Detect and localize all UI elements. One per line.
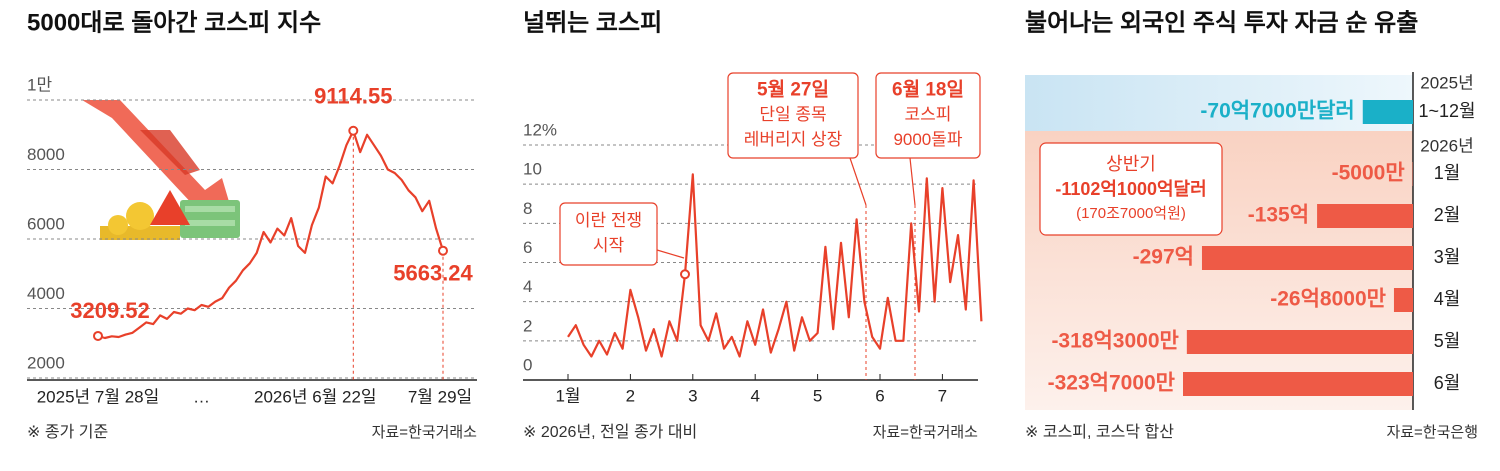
bar xyxy=(1393,288,1413,312)
category-label: 6월 xyxy=(1434,373,1461,393)
category-label: 3월 xyxy=(1434,247,1461,267)
category-label: 1~12월 xyxy=(1418,101,1475,121)
y-tick-label: 10 xyxy=(523,160,542,179)
callout-leader xyxy=(849,157,867,206)
callout-text: -1102억1000억달러 xyxy=(1055,179,1206,199)
callout-leader xyxy=(909,157,916,206)
y-tick-label: 1만 xyxy=(27,75,52,94)
data-label: -323억7000만 xyxy=(1048,372,1175,395)
source: 자료=한국거래소 xyxy=(372,424,478,441)
line-series xyxy=(567,173,983,358)
annotation: 코스피 xyxy=(905,105,952,124)
bar xyxy=(1186,330,1413,354)
callout-box xyxy=(875,72,981,159)
category-label: 5월 xyxy=(1434,331,1461,351)
y-tick-label: 12% xyxy=(523,120,557,139)
y-tick-label: 4000 xyxy=(27,284,65,303)
y-tick-label: 2000 xyxy=(27,353,65,372)
annotation: 6월 18일 xyxy=(892,79,964,101)
data-label: -5000만 xyxy=(1332,162,1405,185)
x-tick-label: 2026년 6월 22일 xyxy=(254,387,377,406)
source: 자료=한국은행 xyxy=(1386,424,1478,441)
y-tick-label: 0 xyxy=(523,355,532,374)
data-label: 3209.52 xyxy=(70,298,150,323)
line-series xyxy=(97,129,445,340)
x-tick-label: 2 xyxy=(626,386,635,405)
y-tick-label: 6000 xyxy=(27,214,65,233)
illustration xyxy=(82,100,240,240)
chart-title: 5000대로 돌아간 코스피 지수 xyxy=(27,9,321,36)
band-2025 xyxy=(1025,75,1413,131)
x-tick-label: 2025년 7월 28일 xyxy=(37,387,160,406)
footnote: ※ 종가 기준 xyxy=(27,423,108,441)
x-tick-label: 5 xyxy=(813,386,822,405)
data-label: -297억 xyxy=(1133,246,1194,269)
x-tick-label: 6 xyxy=(875,386,884,405)
x-tick-label: 3 xyxy=(688,386,697,405)
y-tick-label: 4 xyxy=(523,277,532,296)
x-tick-label: 7월 29일 xyxy=(408,387,472,406)
chart-title: 널뛰는 코스피 xyxy=(523,9,662,36)
data-label: -70억7000만달러 xyxy=(1200,100,1354,123)
annotation: 5월 27일 xyxy=(757,79,829,101)
category-label: 1월 xyxy=(1434,163,1461,183)
annotation: 이란 전쟁 xyxy=(575,211,642,230)
data-label: -135억 xyxy=(1248,204,1309,227)
data-label: -26억8000만 xyxy=(1270,288,1386,311)
point-marker xyxy=(93,330,103,341)
bar xyxy=(1317,204,1413,228)
callout-text: (170조7000억원) xyxy=(1076,205,1186,222)
group-label: 2025년 xyxy=(1420,73,1473,92)
x-tick-label: … xyxy=(193,387,210,406)
callout-leader xyxy=(656,249,685,259)
point-marker xyxy=(438,245,448,256)
y-tick-label: 8 xyxy=(523,199,532,218)
source: 자료=한국거래소 xyxy=(873,424,979,441)
data-label: 5663.24 xyxy=(393,261,473,286)
y-tick-label: 6 xyxy=(523,238,532,257)
annotation: 9000돌파 xyxy=(893,130,962,149)
y-tick-label: 2 xyxy=(523,316,532,335)
annotation: 시작 xyxy=(593,236,625,255)
x-tick-label: 4 xyxy=(750,386,759,405)
data-label: -318억3000만 xyxy=(1051,330,1178,353)
annotation: 단일 종목 xyxy=(759,105,826,124)
category-label: 4월 xyxy=(1434,289,1461,309)
data-label: 9114.55 xyxy=(314,84,392,109)
footnote: ※ 코스피, 코스닥 합산 xyxy=(1025,423,1174,441)
footnote: ※ 2026년, 전일 종가 대비 xyxy=(523,423,697,441)
annotation: 레버리지 상장 xyxy=(744,130,843,149)
chart-title: 불어나는 외국인 주식 투자 자금 순 유출 xyxy=(1025,9,1418,36)
callout-text: 상반기 xyxy=(1106,154,1156,174)
x-tick-label: 7 xyxy=(938,386,947,405)
bar xyxy=(1362,100,1413,124)
point-marker xyxy=(680,269,690,280)
group-label: 2026년 xyxy=(1420,136,1473,155)
category-label: 2월 xyxy=(1434,205,1461,225)
point-marker xyxy=(348,125,359,136)
callout-box xyxy=(1039,142,1223,236)
y-tick-label: 8000 xyxy=(27,145,65,164)
bar xyxy=(1183,372,1413,396)
bar xyxy=(1201,246,1413,270)
x-tick-label: 1월 xyxy=(555,386,580,405)
callout-box xyxy=(727,72,859,159)
callout-box xyxy=(559,202,658,266)
